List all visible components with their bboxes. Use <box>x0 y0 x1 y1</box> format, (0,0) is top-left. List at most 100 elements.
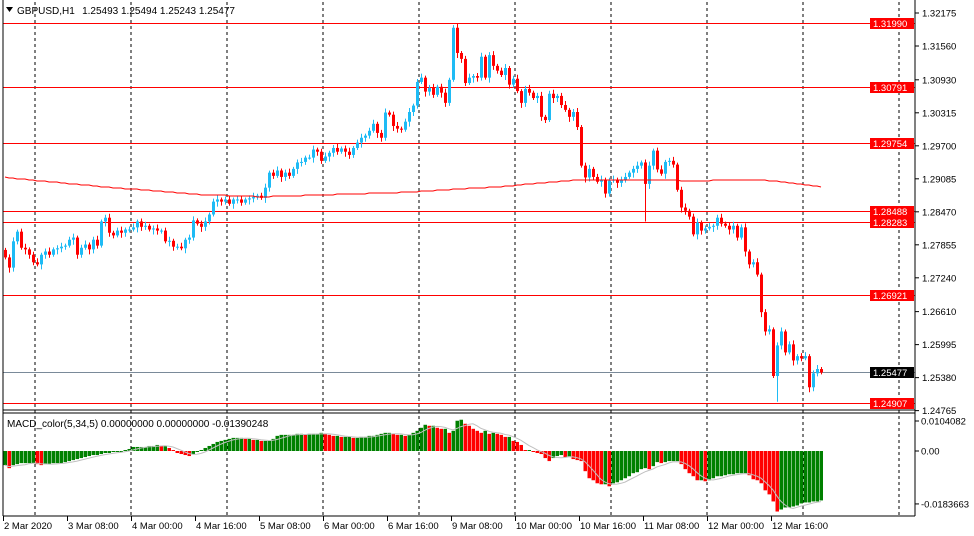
macd-histogram-bar <box>487 433 491 451</box>
macd-histogram-bar <box>279 434 283 451</box>
price-tick-label: 1.29700 <box>922 141 956 152</box>
macd-histogram-bar <box>515 441 519 451</box>
price-tick-label: 1.32175 <box>922 9 956 20</box>
bullish-candle <box>52 249 55 255</box>
time-axis[interactable]: 2 Mar 2020 3 Mar 08:00 4 Mar 00:00 4 Mar 16… <box>3 516 828 532</box>
bearish-candle <box>48 251 51 255</box>
bullish-candle <box>364 135 367 138</box>
bullish-candle <box>788 344 791 353</box>
macd-histogram-bar <box>371 435 375 451</box>
bullish-candle <box>216 199 219 202</box>
macd-histogram-bar <box>7 451 11 469</box>
bullish-candle <box>480 56 483 78</box>
bullish-candle <box>416 81 419 106</box>
time-tick-label: 4 Mar 00:00 <box>132 521 183 532</box>
bullish-candle <box>116 230 119 236</box>
bearish-candle <box>456 27 459 53</box>
price-tick-label: 1.30930 <box>922 75 956 86</box>
macd-histogram-bar <box>731 451 735 475</box>
ohlc-values: 1.25493 1.25494 1.25243 1.25477 <box>82 6 235 17</box>
bullish-candle <box>524 88 527 103</box>
macd-signal-line <box>4 423 822 510</box>
macd-histogram-bar <box>723 451 727 476</box>
bullish-candle <box>608 180 611 194</box>
macd-histogram-bar <box>503 436 507 451</box>
bearish-candle <box>96 239 99 246</box>
macd-histogram-bar <box>651 451 655 467</box>
chart-frame <box>2 0 916 517</box>
macd-histogram-bar <box>575 451 579 461</box>
macd-histogram-bar <box>559 451 563 456</box>
bullish-candle <box>572 112 575 117</box>
macd-histogram-bar <box>627 451 631 477</box>
macd-histogram-bar <box>803 451 807 503</box>
bearish-candle <box>660 169 663 174</box>
price-tick-label: 1.26610 <box>922 307 956 318</box>
bearish-candle <box>820 369 823 373</box>
macd-histogram-bar <box>603 451 607 485</box>
bullish-candle <box>92 239 95 250</box>
bullish-candle <box>72 237 75 240</box>
macd-histogram-bar <box>355 437 359 451</box>
bearish-candle <box>156 228 159 231</box>
bullish-candle <box>204 221 207 227</box>
macd-histogram-bar <box>759 451 763 484</box>
bearish-candle <box>476 76 479 78</box>
bearish-candle <box>552 93 555 99</box>
price-tick-label: 1.24765 <box>922 406 956 417</box>
bullish-candle <box>296 162 299 169</box>
price-tick-label: 1.27240 <box>922 273 956 284</box>
macd-histogram-bar <box>307 433 311 451</box>
bullish-candle <box>796 356 799 361</box>
bearish-candle <box>20 231 23 248</box>
bullish-candle <box>632 168 635 173</box>
bearish-candle <box>492 55 495 66</box>
macd-histogram-bar <box>663 451 667 463</box>
macd-histogram-bar <box>191 451 195 455</box>
bearish-candle <box>688 210 691 217</box>
macd-histogram-bar <box>203 447 207 451</box>
macd-histogram-bar <box>19 451 23 464</box>
macd-histogram-bar <box>107 451 111 454</box>
bearish-candle <box>112 232 115 236</box>
bearish-candle <box>676 164 679 190</box>
bullish-candle <box>600 179 603 182</box>
bullish-candle <box>624 176 627 180</box>
level-price-tag <box>870 217 914 228</box>
bearish-candle <box>320 151 323 161</box>
bearish-candle <box>596 176 599 182</box>
level-price-tag <box>870 138 914 149</box>
bullish-candle <box>208 214 211 222</box>
macd-histogram-bar <box>219 440 223 451</box>
bullish-candle <box>136 221 139 228</box>
bearish-candle <box>444 92 447 103</box>
bearish-candle <box>616 179 619 183</box>
level-price-label: 1.31990 <box>873 19 907 30</box>
macd-histogram-bar <box>775 451 779 512</box>
macd-histogram-bar <box>395 434 399 451</box>
bearish-candle <box>392 114 395 126</box>
bullish-candle <box>636 165 639 169</box>
bullish-candle <box>328 152 331 157</box>
bearish-candle <box>540 95 543 117</box>
bullish-candle <box>504 68 507 75</box>
triangle-down-icon[interactable] <box>6 7 13 12</box>
macd-histogram-bar <box>239 437 243 451</box>
macd-histogram-bar <box>467 425 471 451</box>
bullish-candle <box>124 229 127 233</box>
macd-histogram-bar <box>711 451 715 479</box>
price-axis[interactable]: 1.32175 1.31560 1.30930 1.30315 1.29700 1.290… <box>915 9 956 418</box>
macd-histogram-bar <box>67 451 71 462</box>
macd-histogram-bar <box>59 451 63 464</box>
bullish-candle <box>704 228 707 231</box>
macd-histogram-bar <box>611 451 615 484</box>
level-price-tag <box>870 398 914 409</box>
macd-histogram-bar <box>755 451 759 481</box>
bullish-candle <box>776 345 779 377</box>
bullish-candle <box>652 150 655 166</box>
macd-histogram-bar <box>407 434 411 451</box>
macd-histogram-bar <box>455 420 459 451</box>
bullish-candle <box>248 198 251 200</box>
bearish-candle <box>484 56 487 78</box>
